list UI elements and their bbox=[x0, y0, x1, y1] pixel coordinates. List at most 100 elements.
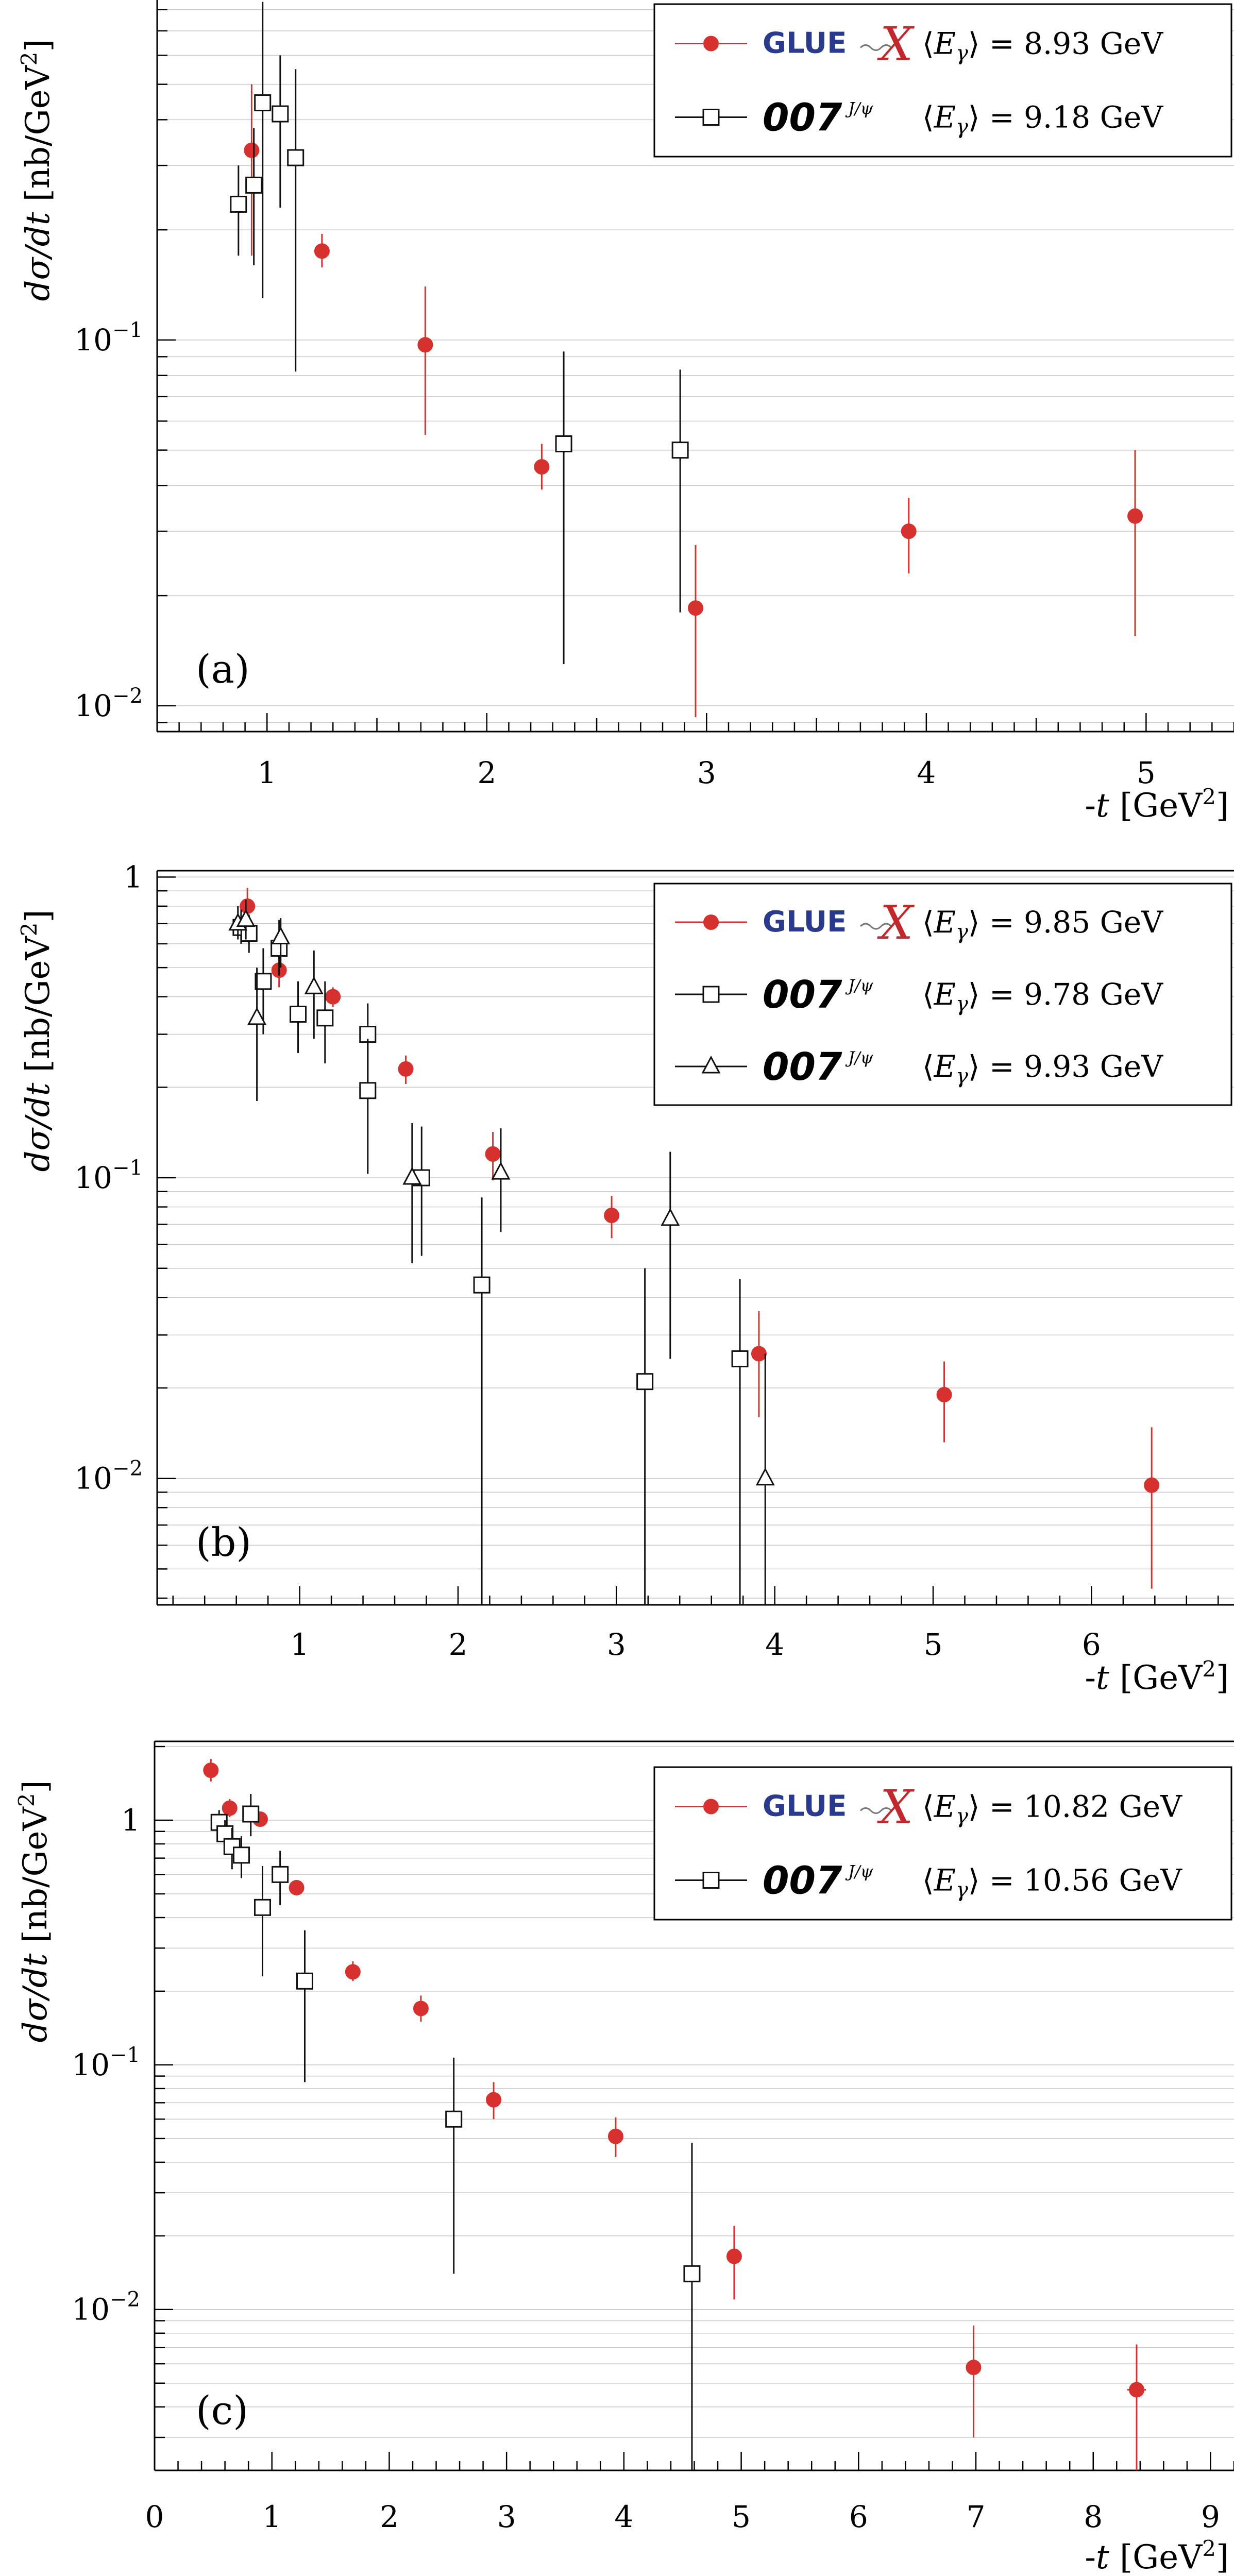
legend: GLUE X ⟨Eγ⟩ = 9.85 GeV 007 J/ψ ⟨Eγ⟩ = 9.78 Ge… bbox=[653, 883, 1232, 1106]
data-point bbox=[636, 1268, 654, 1605]
series-0 bbox=[244, 84, 1143, 718]
data-point bbox=[755, 1353, 775, 1605]
data-point-marker bbox=[240, 898, 256, 914]
data-point-marker bbox=[345, 1964, 361, 1980]
panel-c: 0 1 2 3 4 5 6 7 8 9 1 10−1 10−2 dσ/dt [nb/GeV2] -t [Ge… bbox=[14, 1740, 1234, 2576]
x-tick-label: 6 bbox=[1082, 1627, 1101, 1662]
x-tick-label: 6 bbox=[849, 2499, 868, 2534]
logo-007: 007 J/ψ bbox=[763, 96, 874, 140]
panel-label: (b) bbox=[196, 1519, 251, 1565]
data-point bbox=[296, 1930, 313, 2082]
data-point bbox=[316, 981, 334, 1064]
data-point bbox=[255, 948, 272, 1035]
gluex-logo-x: X bbox=[877, 896, 915, 950]
data-point bbox=[1127, 2344, 1146, 2470]
data-point-marker bbox=[233, 1846, 250, 1864]
x-tick-label: 3 bbox=[497, 2499, 516, 2534]
legend-entry: GLUE X ⟨Eγ⟩ = 9.85 GeV bbox=[675, 896, 1163, 950]
gluex-logo-wave bbox=[859, 923, 892, 930]
series-0 bbox=[240, 888, 1160, 1589]
y-tick-label: 1 bbox=[124, 859, 143, 894]
data-point-marker bbox=[726, 2248, 742, 2264]
data-point bbox=[607, 2117, 623, 2157]
data-point-marker bbox=[702, 109, 720, 126]
data-point bbox=[345, 1961, 361, 1981]
data-point-marker bbox=[222, 1800, 238, 1816]
y-tick-label: 10−2 bbox=[74, 1457, 143, 1496]
x-tick-label: 3 bbox=[607, 1627, 626, 1662]
data-point-marker bbox=[203, 1762, 219, 1778]
logo-007-superscript: J/ψ bbox=[845, 99, 874, 118]
logo-007-text: 007 bbox=[763, 96, 842, 140]
logo-007-text: 007 bbox=[763, 973, 842, 1017]
data-point bbox=[223, 1827, 241, 1870]
data-point bbox=[245, 128, 263, 265]
y-tick-label: 10−1 bbox=[72, 2043, 140, 2082]
gluex-logo: GLUE X bbox=[763, 1781, 915, 1835]
data-point bbox=[688, 545, 703, 718]
legend-entry: GLUE X ⟨Eγ⟩ = 8.93 GeV bbox=[675, 18, 1163, 72]
data-point-marker bbox=[230, 195, 247, 213]
x-tick-label: 2 bbox=[380, 2499, 399, 2534]
logo-007: 007 J/ψ bbox=[763, 1045, 874, 1089]
x-axis-label: -t [GeV2] bbox=[1085, 784, 1229, 825]
legend-entry: GLUE X ⟨Eγ⟩ = 10.82 GeV bbox=[675, 1781, 1182, 1835]
x-tick-label: 4 bbox=[614, 2499, 633, 2534]
logo-007-superscript: J/ψ bbox=[845, 1862, 874, 1882]
data-point bbox=[272, 1851, 289, 1905]
legend-label: ⟨Eγ⟩ = 9.85 GeV bbox=[922, 905, 1163, 944]
data-point bbox=[222, 1799, 238, 1817]
data-point-marker bbox=[534, 459, 550, 475]
legend-entry: 007 J/ψ ⟨Eγ⟩ = 9.93 GeV bbox=[675, 1045, 1163, 1089]
data-point-marker bbox=[316, 1009, 334, 1027]
legend-label: ⟨Eγ⟩ = 10.82 GeV bbox=[922, 1789, 1182, 1828]
data-point-marker bbox=[244, 142, 260, 158]
data-point-marker bbox=[555, 435, 572, 453]
data-point bbox=[604, 1196, 620, 1239]
data-point-marker bbox=[936, 1387, 952, 1403]
data-point-marker bbox=[271, 926, 291, 944]
legend: GLUE X ⟨Eγ⟩ = 10.82 GeV 007 J/ψ ⟨Eγ⟩ = 10.56 … bbox=[653, 1766, 1232, 1921]
data-point-marker bbox=[413, 2001, 429, 2016]
legend-label: ⟨Eγ⟩ = 9.78 GeV bbox=[922, 977, 1163, 1016]
x-tick-label: 2 bbox=[449, 1627, 468, 1662]
data-point-marker bbox=[486, 2092, 502, 2108]
logo-007-text: 007 bbox=[763, 1045, 842, 1089]
series-1 bbox=[210, 1794, 701, 2470]
series-1 bbox=[230, 2, 689, 664]
data-point-marker bbox=[755, 1467, 775, 1486]
x-tick-label: 1 bbox=[262, 2499, 281, 2534]
data-point-marker bbox=[272, 105, 289, 123]
data-point-marker bbox=[417, 337, 433, 353]
data-point bbox=[304, 950, 324, 1039]
data-point bbox=[1144, 1427, 1160, 1589]
data-point-marker bbox=[701, 1055, 721, 1074]
data-point bbox=[203, 1759, 219, 1782]
data-point-marker bbox=[287, 149, 305, 166]
legend-label: ⟨Eγ⟩ = 9.93 GeV bbox=[922, 1049, 1163, 1088]
data-point bbox=[731, 1279, 749, 1605]
data-point bbox=[402, 1123, 422, 1263]
data-point bbox=[271, 918, 291, 968]
x-tick-label: 5 bbox=[732, 2499, 751, 2534]
legend-entry: 007 J/ψ ⟨Eγ⟩ = 9.18 GeV bbox=[675, 96, 1163, 140]
data-point-marker bbox=[1144, 1477, 1160, 1493]
data-point-marker bbox=[245, 176, 263, 194]
data-point-marker bbox=[272, 1866, 289, 1883]
gluex-logo-x: X bbox=[877, 18, 915, 72]
data-point bbox=[683, 2143, 701, 2470]
data-point bbox=[555, 351, 572, 664]
data-point bbox=[413, 1995, 429, 2022]
data-point-marker bbox=[485, 1146, 501, 1162]
data-point bbox=[289, 1879, 305, 1895]
series-0 bbox=[203, 1759, 1146, 2470]
legend-entry: 007 J/ψ ⟨Eγ⟩ = 10.56 GeV bbox=[675, 1859, 1182, 1903]
gluex-logo-text: GLUE bbox=[763, 905, 847, 939]
x-tick-label: 4 bbox=[765, 1627, 784, 1662]
data-point-marker bbox=[254, 94, 272, 112]
data-point bbox=[491, 1128, 511, 1232]
data-point-marker bbox=[703, 914, 719, 930]
data-point-marker bbox=[751, 1346, 767, 1362]
data-point bbox=[473, 1197, 491, 1605]
